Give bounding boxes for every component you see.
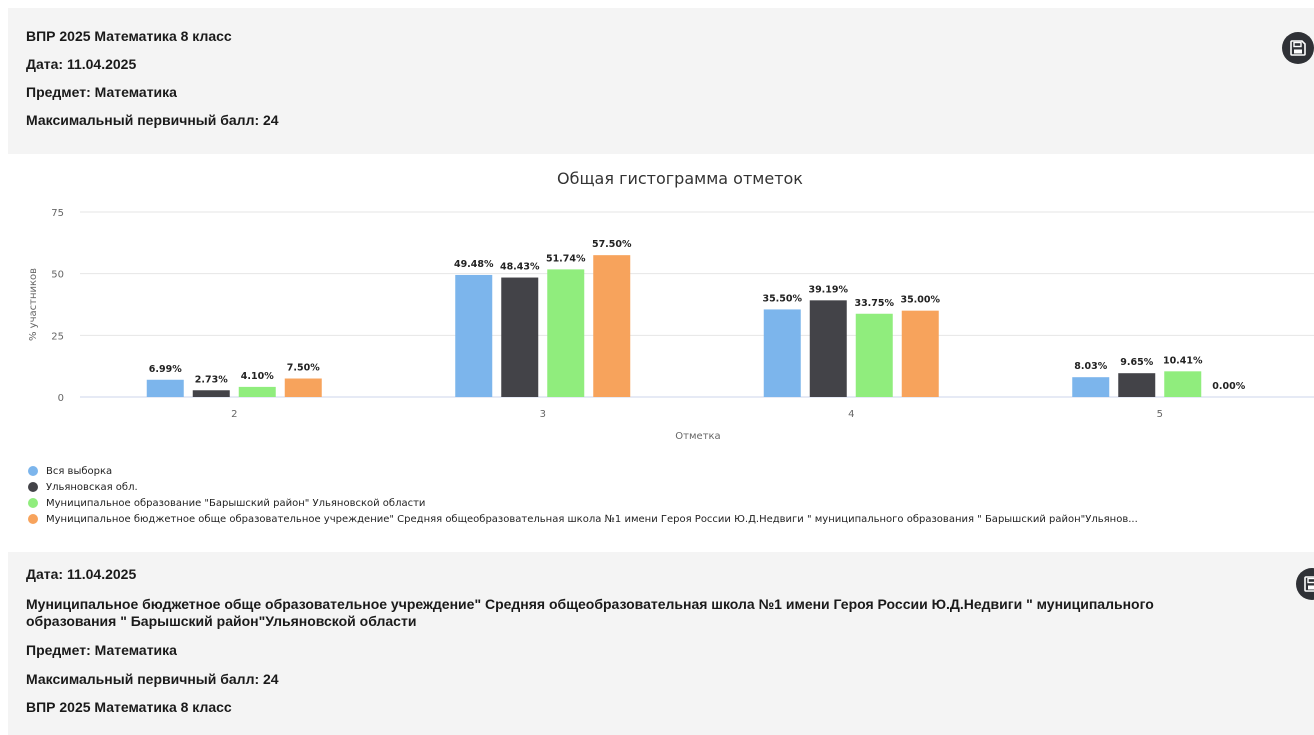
details-school-name: Муниципальное бюджетное обще образовател… [26,596,1154,629]
legend-marker [28,466,38,476]
bar [901,310,939,397]
save-icon [1290,40,1306,56]
data-label: 57.50% [592,239,632,250]
x-tick-label: 3 [540,409,546,420]
data-label: 0.00% [1212,381,1245,392]
legend-item[interactable]: Муниципальное бюджетное обще образовател… [28,511,1138,527]
data-label: 6.99% [149,364,182,375]
bar [501,277,539,397]
x-axis-title: Отметка [675,431,720,442]
details-date: Дата: 11.04.2025 [26,566,137,582]
details-title: ВПР 2025 Математика 8 класс [26,699,232,715]
legend-label: Муниципальное образование "Барышский рай… [46,497,426,509]
legend-marker [28,482,38,492]
report-subject: Предмет: Математика [26,84,177,100]
y-tick-label: 0 [58,393,64,404]
bar [192,390,230,397]
legend-item[interactable]: Вся выборка [28,463,1138,479]
bar [146,379,184,397]
bar [763,309,801,397]
details-max-score: Максимальный первичный балл: 24 [26,671,279,687]
bar [1164,371,1202,397]
bar [284,378,322,397]
data-label: 33.75% [854,298,894,309]
chart-title: Общая гистограмма отметок [557,169,803,188]
bar [547,269,585,397]
bar [855,313,893,397]
bar [238,386,276,397]
report-max-score: Максимальный первичный балл: 24 [26,112,279,128]
legend-item[interactable]: Ульяновская обл. [28,479,1138,495]
save-icon [1304,576,1314,592]
data-label: 9.65% [1120,357,1153,368]
chart-legend: Вся выборка Ульяновская обл. Муниципальн… [28,463,1138,527]
data-label: 2.73% [195,374,228,385]
x-tick-label: 5 [1157,409,1163,420]
bar [809,300,847,397]
data-label: 35.50% [762,293,802,304]
data-label: 8.03% [1074,361,1107,372]
data-label: 49.48% [454,259,494,270]
y-tick-label: 50 [51,270,64,281]
legend-item[interactable]: Муниципальное образование "Барышский рай… [28,495,1138,511]
report-title: ВПР 2025 Математика 8 класс [26,28,232,44]
x-tick-label: 2 [231,409,237,420]
bar [1118,373,1156,397]
y-axis-title: % участников [28,268,39,341]
data-label: 39.19% [808,284,848,295]
report-details-panel: Дата: 11.04.2025 Муниципальное бюджетное… [8,552,1314,735]
x-tick-label: 4 [848,409,854,420]
legend-label: Вся выборка [46,465,113,477]
y-tick-label: 75 [51,208,64,219]
legend-label: Муниципальное бюджетное обще образовател… [46,513,1138,525]
chart-container: Общая гистограмма отметок 0 25 50 75% участн… [8,158,1314,552]
legend-marker [28,498,38,508]
report-header-panel: ВПР 2025 Математика 8 класс Дата: 11.04.… [8,8,1314,154]
bar [593,255,631,397]
bar [1072,377,1110,397]
data-label: 4.10% [241,371,274,382]
legend-label: Ульяновская обл. [46,481,138,493]
y-tick-label: 25 [51,331,64,342]
data-label: 35.00% [900,295,940,306]
data-label: 51.74% [546,253,586,264]
data-label: 7.50% [287,363,320,374]
save-button[interactable] [1282,32,1314,64]
legend-marker [28,514,38,524]
details-subject: Предмет: Математика [26,642,177,658]
bar [455,274,493,397]
save-button[interactable] [1296,568,1314,600]
data-label: 48.43% [500,262,540,273]
report-date: Дата: 11.04.2025 [26,56,137,72]
data-label: 10.41% [1163,355,1203,366]
